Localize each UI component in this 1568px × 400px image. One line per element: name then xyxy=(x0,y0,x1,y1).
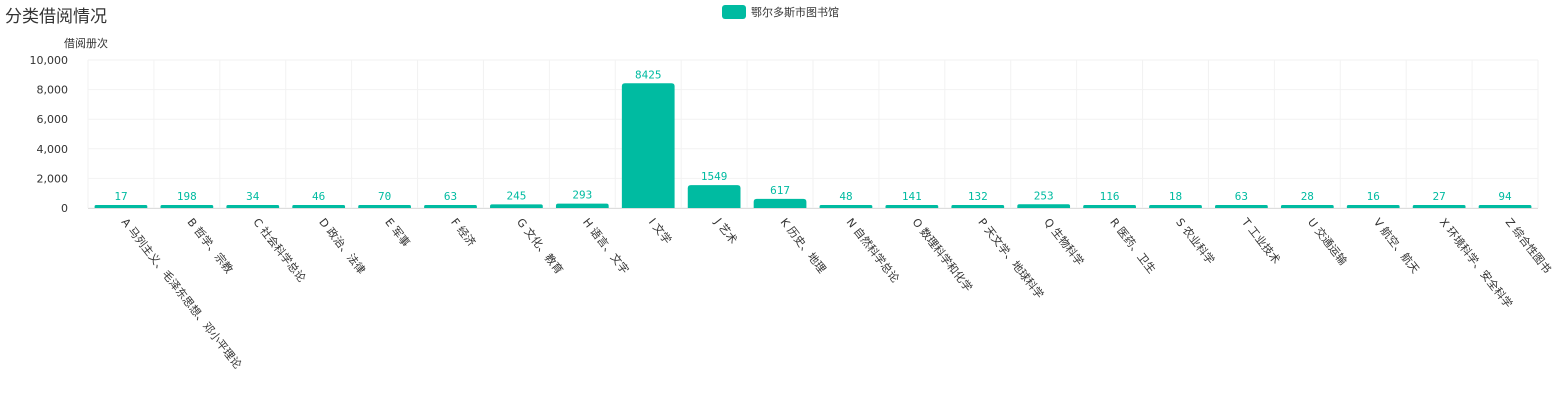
data-label: 94 xyxy=(1498,190,1512,203)
x-tick-label: G 文化、教育 xyxy=(514,215,566,276)
x-tick-label: B 哲学、宗教 xyxy=(184,215,236,276)
x-tick-label: F 经济 xyxy=(448,215,479,249)
grid-lines xyxy=(87,59,1539,209)
data-label: 17 xyxy=(114,190,127,203)
x-tick-label: H 语言、文字 xyxy=(580,215,632,276)
x-tick-label: K 历史、地理 xyxy=(778,216,829,276)
bar[interactable] xyxy=(292,205,346,208)
y-tick-label: 8,000 xyxy=(37,84,69,97)
x-tick-label: X 环境科学、安全科学 xyxy=(1437,215,1516,310)
bar[interactable] xyxy=(1149,205,1202,208)
x-tick-label: D 政治、法律 xyxy=(316,215,368,276)
page-title: 分类借阅情况 xyxy=(5,7,107,27)
bar[interactable] xyxy=(753,198,807,208)
bar[interactable] xyxy=(621,83,675,208)
bar[interactable] xyxy=(885,205,939,208)
x-tick-label: E 军事 xyxy=(382,216,412,250)
y-tick-labels: 0 2,000 4,000 6,000 8,000 10,000 xyxy=(30,54,69,215)
legend-swatch xyxy=(722,5,746,19)
bars xyxy=(94,83,1532,208)
x-tick-label: P 天文学、地球科学 xyxy=(975,215,1046,301)
x-tick-label: N 自然科学总论 xyxy=(844,215,903,285)
bar[interactable] xyxy=(1346,205,1400,208)
data-label: 245 xyxy=(506,189,526,202)
data-label: 27 xyxy=(1433,190,1446,203)
data-label: 617 xyxy=(770,184,790,197)
x-tick-label: O 数理科学和化学 xyxy=(909,215,975,294)
bar[interactable] xyxy=(1478,205,1532,208)
y-axis-label: 借阅册次 xyxy=(64,36,108,50)
y-tick-label: 2,000 xyxy=(37,172,69,185)
bar[interactable] xyxy=(1412,205,1466,208)
data-label: 28 xyxy=(1301,190,1314,203)
bar[interactable] xyxy=(1215,205,1268,208)
data-label: 63 xyxy=(444,190,457,203)
data-label: 253 xyxy=(1034,189,1054,202)
bar[interactable] xyxy=(94,205,148,208)
legend-label: 鄂尔多斯市图书馆 xyxy=(751,6,839,19)
data-label: 16 xyxy=(1367,190,1380,203)
x-tick-label: Z 综合性图书 xyxy=(1503,215,1555,276)
bar[interactable] xyxy=(687,185,741,208)
data-label: 116 xyxy=(1100,190,1120,203)
data-label: 198 xyxy=(177,190,197,203)
data-label: 132 xyxy=(968,190,988,203)
x-tick-label: U 交通运输 xyxy=(1305,215,1350,267)
data-label: 141 xyxy=(902,190,922,203)
x-tick-label: J 艺术 xyxy=(711,215,740,246)
data-label: 1549 xyxy=(701,170,728,183)
bar[interactable] xyxy=(555,203,609,208)
data-label: 8425 xyxy=(635,68,662,81)
y-tick-label: 6,000 xyxy=(37,113,69,126)
x-tick-label: V 航空、航天 xyxy=(1371,215,1423,276)
bar[interactable] xyxy=(490,204,543,208)
data-label: 46 xyxy=(312,190,325,203)
bar[interactable] xyxy=(819,205,873,208)
x-tick-label: I 文学 xyxy=(646,215,675,246)
data-label: 48 xyxy=(839,190,852,203)
data-label: 293 xyxy=(572,189,592,202)
x-tick-label: Q 生物科学 xyxy=(1041,215,1087,268)
y-tick-label: 10,000 xyxy=(30,54,69,67)
bar[interactable] xyxy=(1017,204,1071,208)
data-label: 63 xyxy=(1235,190,1248,203)
y-tick-label: 0 xyxy=(61,202,68,215)
data-label: 34 xyxy=(246,190,260,203)
bar[interactable] xyxy=(424,205,477,208)
bar[interactable] xyxy=(951,205,1005,208)
legend-item[interactable]: 鄂尔多斯市图书馆 xyxy=(722,5,839,19)
x-tick-label: T 工业技术 xyxy=(1238,215,1282,267)
x-tick-label: C 社会科学总论 xyxy=(250,215,309,284)
data-labels: 17 198 34 46 70 63 245 293 8425 1549 617 48 141 132 25… xyxy=(114,68,1512,203)
data-label: 18 xyxy=(1169,190,1182,203)
bar[interactable] xyxy=(358,205,411,208)
bar[interactable] xyxy=(1083,205,1136,208)
bar[interactable] xyxy=(160,205,214,208)
bar[interactable] xyxy=(226,205,280,208)
data-label: 70 xyxy=(378,190,391,203)
y-tick-label: 4,000 xyxy=(37,143,69,156)
x-tick-label: A 马列主义、毛泽东思想、邓小平理论 xyxy=(119,215,245,371)
bar[interactable] xyxy=(1280,205,1334,208)
x-tick-label: R 医药、卫生 xyxy=(1107,215,1159,276)
x-tick-label: S 农业科学 xyxy=(1173,215,1218,267)
